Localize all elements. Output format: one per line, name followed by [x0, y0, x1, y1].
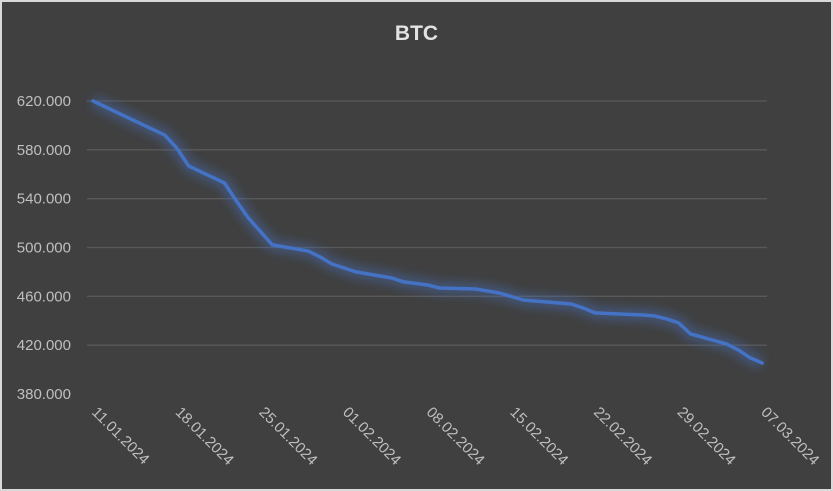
y-tick-label: 380.000	[17, 386, 71, 403]
y-tick-label: 580.000	[17, 142, 71, 159]
x-tick-label: 11.01.2024	[88, 404, 152, 468]
x-tick-label: 29.02.2024	[674, 404, 739, 469]
x-tick-label: 15.02.2024	[506, 404, 571, 469]
y-tick-label: 420.000	[17, 337, 71, 354]
y-tick-label: 620.000	[17, 93, 71, 110]
series-glow	[90, 95, 765, 369]
btc-series	[90, 95, 765, 369]
x-axis-labels: 11.01.2024 18.01.2024 25.01.2024 01.02.2024…	[88, 404, 822, 469]
y-axis-labels: 620.000 580.000 540.000 500.000 460.000 420.0…	[17, 93, 71, 403]
chart-title: BTC	[394, 22, 439, 45]
x-tick-label: 25.01.2024	[255, 404, 320, 469]
x-tick-label: 08.02.2024	[423, 404, 488, 469]
x-tick-label: 18.01.2024	[172, 404, 237, 469]
x-tick-label: 22.02.2024	[590, 404, 655, 469]
x-tick-label: 07.03.2024	[757, 404, 822, 469]
y-tick-label: 540.000	[17, 191, 71, 208]
y-tick-label: 500.000	[17, 240, 71, 257]
x-tick-label: 01.02.2024	[339, 404, 404, 469]
series-line	[91, 99, 764, 365]
gridlines	[87, 100, 767, 346]
y-tick-label: 460.000	[17, 288, 71, 305]
